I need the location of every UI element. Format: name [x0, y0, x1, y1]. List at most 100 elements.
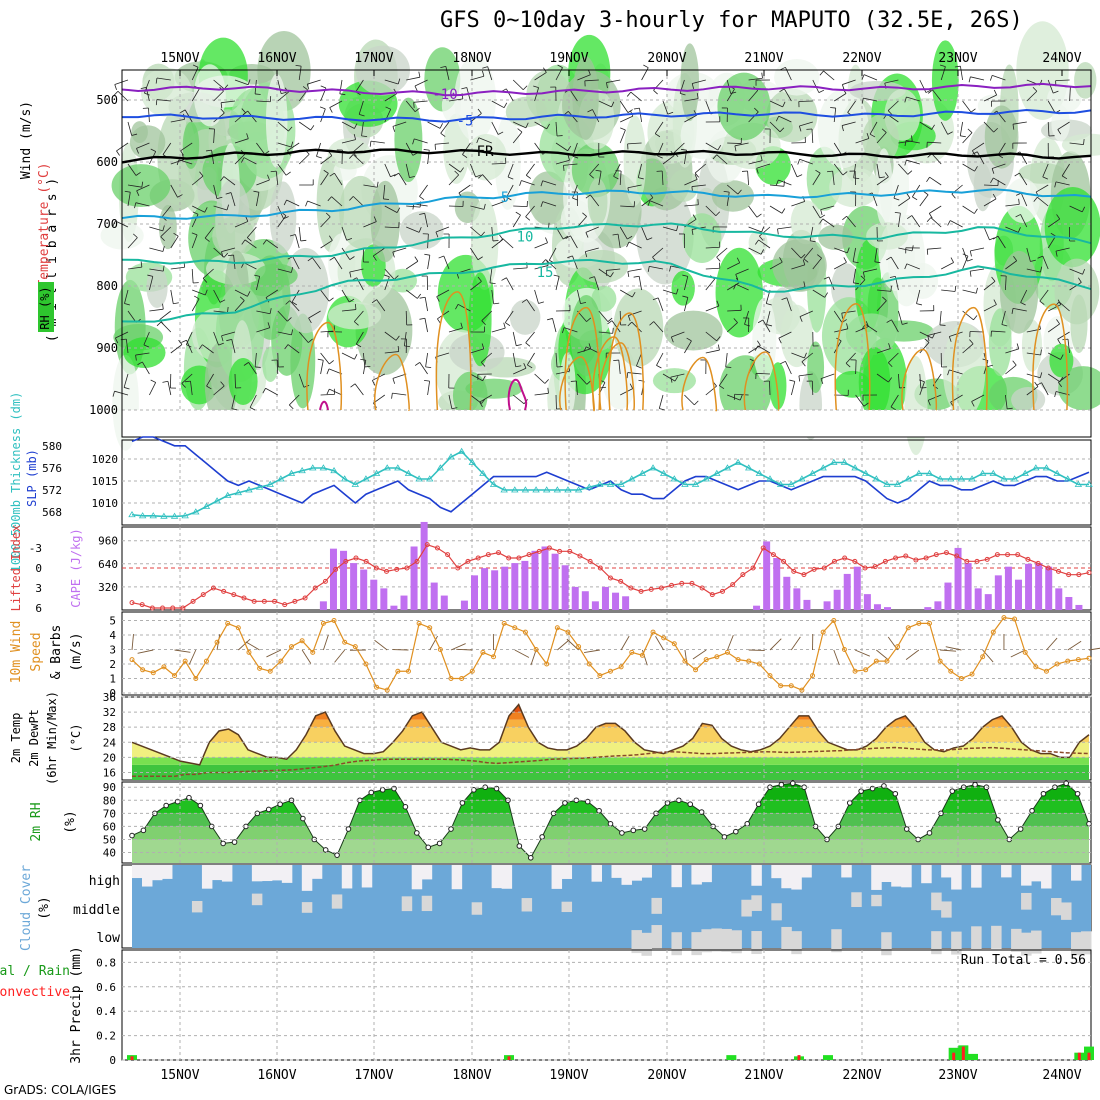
wind-axis-label-2: Speed [29, 632, 44, 671]
surface-wind-barb [655, 636, 665, 651]
wind-barb [213, 331, 219, 346]
wind-barb [234, 300, 245, 312]
wind-barb [684, 204, 699, 207]
wind-barb [376, 299, 386, 312]
wind-barb [619, 129, 626, 144]
wind-barb-flag [267, 322, 271, 328]
rh-blob [1061, 133, 1100, 156]
wind-barb [298, 66, 302, 81]
wind-barb [799, 158, 813, 165]
wind-barb-flag [328, 235, 333, 241]
wind-barb-flag [243, 110, 248, 115]
rh-blob [158, 204, 177, 250]
high-cloud-cell [451, 865, 463, 890]
rh-blob [290, 313, 316, 409]
wind-barb-flag [804, 352, 807, 359]
thickness-tick: 572 [42, 484, 62, 497]
cape-contour [951, 306, 988, 411]
wind-barb [295, 234, 300, 249]
wind-barb-flag [1018, 198, 1020, 205]
wind-barb-flag [525, 216, 531, 221]
wind-barb [662, 226, 677, 232]
low-cloud-cell [1011, 928, 1022, 952]
wind-barb [906, 263, 920, 270]
wind-barb [502, 238, 514, 249]
temp-tick: 24 [103, 736, 117, 749]
wind-speed-point [140, 667, 146, 673]
wind-barb [778, 331, 792, 339]
thickness-point [234, 488, 243, 496]
date-tick-bottom: 20NOV [647, 1068, 686, 1083]
wind-barb [542, 180, 557, 186]
wind-barb [949, 331, 963, 337]
wind-barb-flag [192, 64, 199, 68]
wind-speed-point [831, 618, 837, 623]
wind-barb-flag [890, 406, 896, 411]
temp-axis-label-4: (°C) [69, 724, 83, 753]
surface-wind-barb [692, 649, 707, 660]
high-cloud-cell [301, 865, 313, 891]
wind-barb [334, 172, 343, 186]
mid-cloud-cell [301, 902, 313, 913]
wind-barb-flag [754, 345, 759, 351]
wind-barb-flag [1054, 391, 1057, 398]
surface-wind-barb [854, 649, 870, 657]
wind-barb [355, 331, 364, 345]
rh-point [448, 826, 454, 832]
rh-point [778, 781, 785, 788]
low-cloud-cell [721, 928, 732, 952]
wind-barb-flag [414, 107, 420, 113]
wind-barb-flag [613, 359, 619, 362]
li-point [638, 588, 644, 594]
wind-barb [405, 100, 416, 112]
wind-barb [891, 319, 899, 333]
wind-speed-point [799, 687, 805, 693]
wind-barb-flag [329, 256, 335, 261]
surface-wind-barb [450, 643, 466, 651]
wind-barb [170, 266, 185, 270]
wind-barb [784, 88, 792, 102]
li-point [597, 565, 603, 571]
wind-barb [555, 159, 570, 165]
low-cloud-cell [781, 926, 792, 950]
wind-barb [1058, 301, 1070, 312]
wind-barb [513, 267, 528, 270]
wind-barb-flag [482, 66, 488, 69]
wind-speed-point [1065, 658, 1071, 664]
wind-barb-flag [962, 253, 969, 257]
wind-barb [470, 163, 476, 178]
wind-barb-flag [192, 211, 199, 215]
wind-barb [931, 153, 942, 165]
temp-tick: 28 [103, 721, 116, 734]
li-point [689, 580, 695, 586]
wind-barb [149, 268, 164, 272]
wind-barb-flag [682, 295, 688, 298]
high-cloud-cell [251, 865, 263, 882]
li-point [964, 558, 970, 564]
wind-barb-flag [462, 154, 468, 159]
wind-barb-flag [305, 200, 308, 207]
wind-barb-flag [478, 174, 483, 179]
wind-barb-flag [247, 79, 251, 85]
wind-barb-flag [541, 259, 546, 264]
thickness-point [330, 466, 338, 474]
wind-barb [320, 393, 335, 396]
wind-barb [370, 140, 385, 144]
surface-wind-barb [322, 634, 329, 651]
wind-barb-flag [881, 128, 887, 133]
wind-barb [470, 348, 484, 354]
rh-point [630, 827, 637, 834]
wind-barb [149, 276, 154, 291]
wind-barb [1005, 394, 1008, 409]
rh-point [425, 844, 432, 851]
wind-barb [705, 100, 712, 115]
wind-barb [725, 352, 728, 367]
wind-barb [491, 200, 506, 207]
wind-barb-flag [220, 102, 223, 109]
wind-barb [256, 192, 260, 207]
wind-barb [462, 142, 471, 155]
wind-barb-flag [565, 235, 571, 239]
wind-barb [312, 257, 321, 270]
high-cloud-cell [891, 865, 902, 887]
thickness-point [255, 483, 264, 490]
